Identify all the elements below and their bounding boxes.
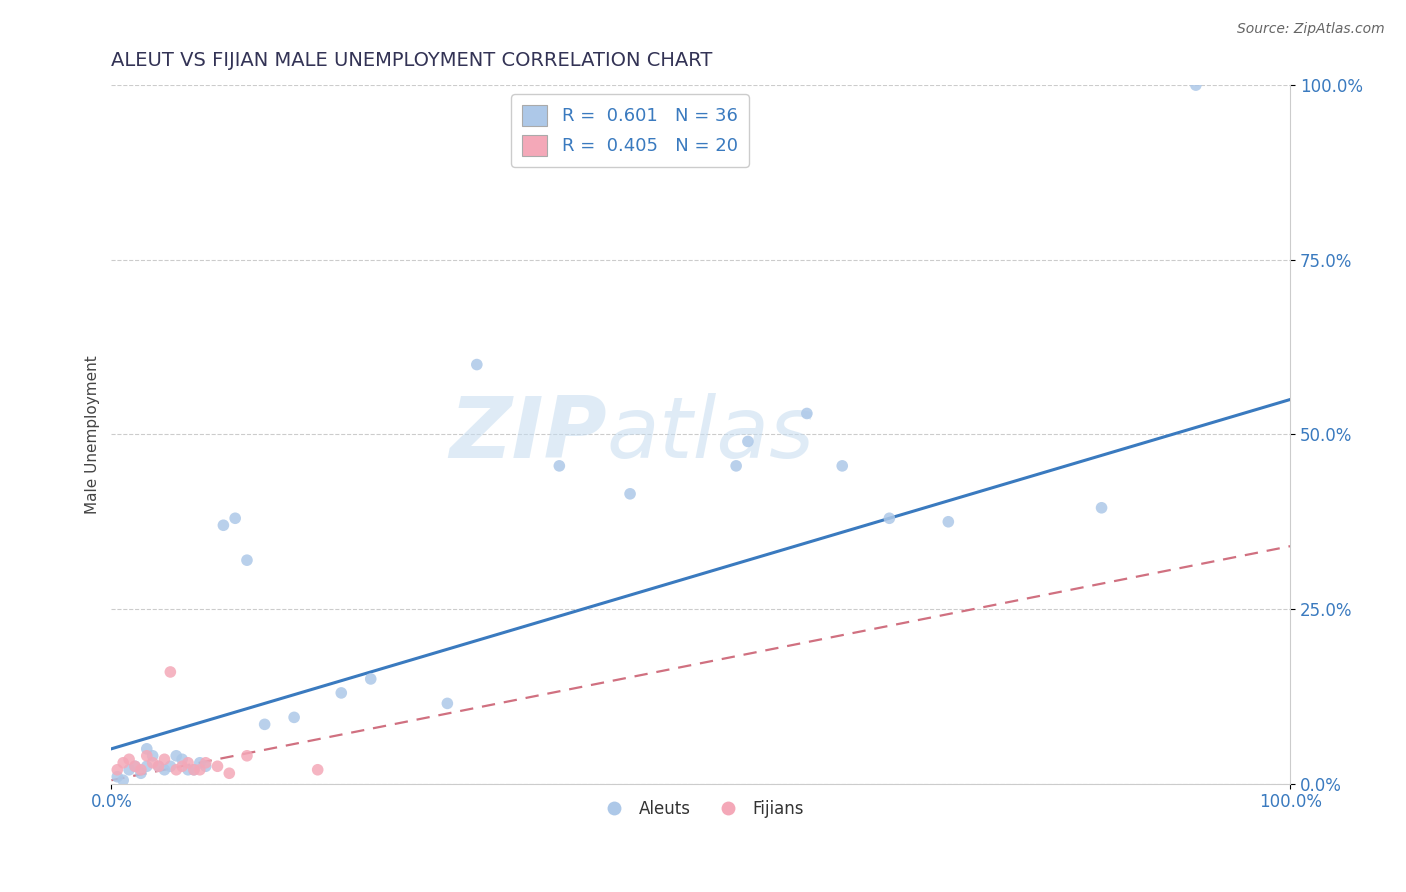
Point [153,752,176,766]
Point [183,763,205,777]
Point [194,759,217,773]
Point [188,763,211,777]
Point [159,665,181,679]
Point [148,759,170,773]
Point [236,553,259,567]
Point [135,741,157,756]
Point [465,358,488,372]
Point [112,756,135,770]
Point [737,434,759,449]
Point [330,686,353,700]
Text: ALEUT VS FIJIAN MALE UNEMPLOYMENT CORRELATION CHART: ALEUT VS FIJIAN MALE UNEMPLOYMENT CORREL… [111,51,713,70]
Point [172,752,194,766]
Point [159,759,181,773]
Point [236,748,259,763]
Point [725,458,748,473]
Point [283,710,305,724]
Point [194,756,217,770]
Point [142,748,165,763]
Point [619,487,641,501]
Point [112,773,135,788]
Point [936,515,959,529]
Point [135,748,157,763]
Point [879,511,901,525]
Point [796,407,818,421]
Point [118,752,141,766]
Point [188,756,211,770]
Point [1090,500,1112,515]
Point [548,458,571,473]
Point [218,766,240,780]
Point [1185,78,1208,92]
Point [831,458,853,473]
Point [165,748,187,763]
Point [172,759,194,773]
Point [224,511,246,525]
Point [105,763,128,777]
Point [183,763,205,777]
Point [307,763,329,777]
Point [142,756,165,770]
Point [153,763,176,777]
Point [118,763,141,777]
Text: ZIP: ZIP [449,393,606,476]
Point [360,672,382,686]
Point [148,759,170,773]
Point [253,717,276,731]
Point [212,518,235,533]
Point [207,759,229,773]
Point [105,770,128,784]
Point [177,763,200,777]
Point [165,763,187,777]
Point [124,759,146,773]
Text: atlas: atlas [606,393,814,476]
Y-axis label: Male Unemployment: Male Unemployment [86,355,100,514]
Point [436,697,458,711]
Legend: Aleuts, Fijians: Aleuts, Fijians [591,793,811,824]
Point [124,759,146,773]
Point [135,759,157,773]
Point [129,763,152,777]
Point [129,766,152,780]
Text: Source: ZipAtlas.com: Source: ZipAtlas.com [1237,22,1385,37]
Point [177,756,200,770]
